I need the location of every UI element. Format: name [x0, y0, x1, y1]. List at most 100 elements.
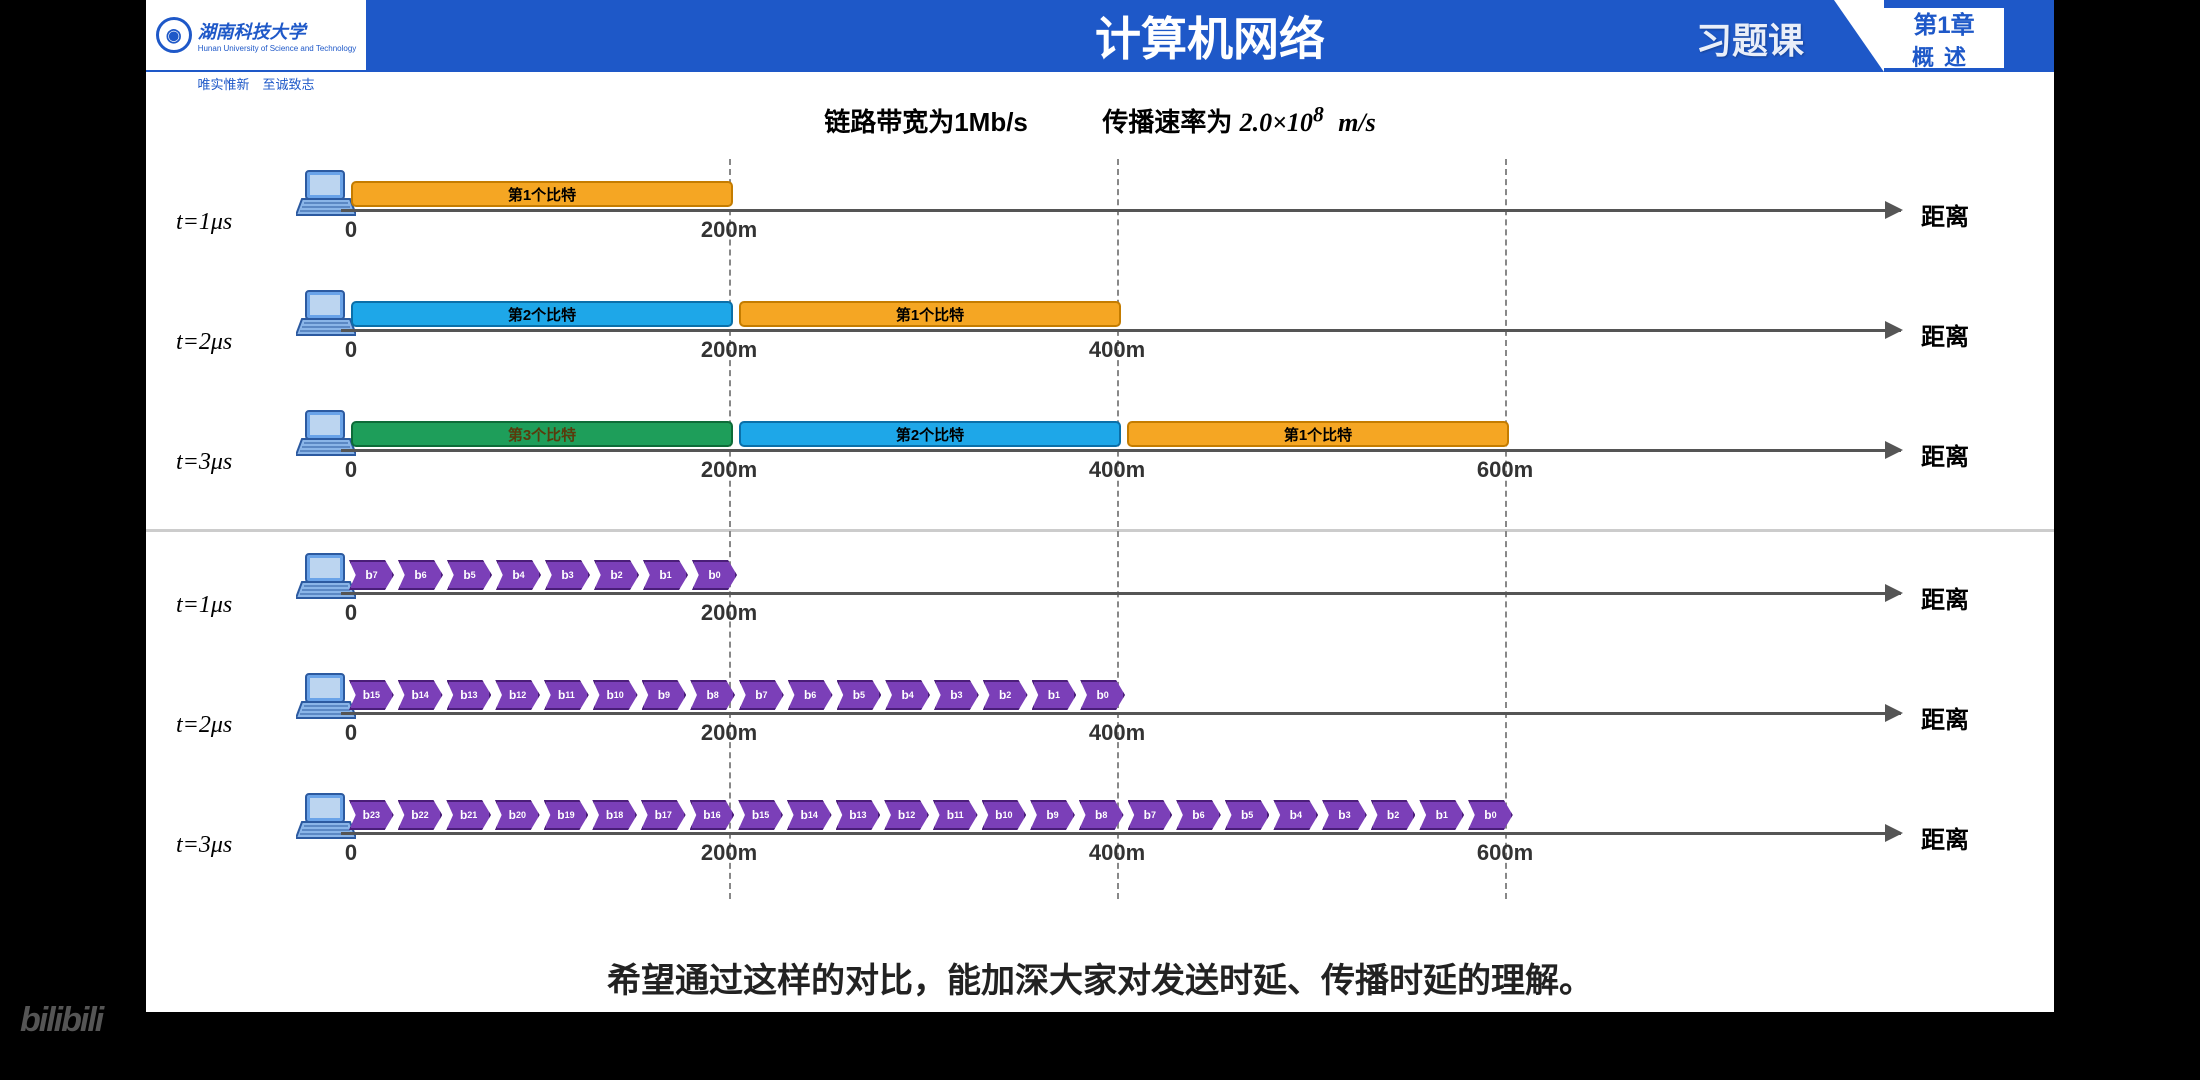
bit-hex: b13 — [836, 800, 881, 830]
timeline-row: t=3μs 距离0200m400m600m第3个比特第2个比特第1个比特 — [146, 399, 2054, 519]
bit-hex: b15 — [738, 800, 783, 830]
bit-hex: b11 — [544, 680, 589, 710]
bit-hex: b9 — [1030, 800, 1075, 830]
speed-value: 2.0×10 — [1240, 108, 1313, 137]
tick-label: 400m — [1089, 840, 1145, 866]
axis-end-label: 距离 — [1921, 317, 1969, 352]
header-bar: ◉ 湖南科技大学 Hunan University of Science and… — [146, 0, 2054, 72]
axis-end-label: 距离 — [1921, 580, 1969, 615]
bit-hex-row: b23b22b21b20b19b18b17b16b15b14b13b12b11b… — [349, 800, 1513, 830]
chapter-title: 概述 — [1912, 40, 1976, 72]
timeline-row: t=1μs 距离0200mb7b6b5b4b3b2b1b0 — [146, 542, 2054, 662]
time-label: t=1μs — [176, 592, 232, 619]
tick-label: 0 — [345, 337, 357, 363]
bit-hex: b23 — [349, 800, 394, 830]
timeline-row: t=2μs 距离0200m400mb15b14b13b12b11b10b9b8b… — [146, 662, 2054, 782]
bit-hex: b3 — [545, 560, 590, 590]
tick-label: 0 — [345, 720, 357, 746]
bit-bar: 第1个比特 — [1127, 421, 1509, 447]
bit-hex: b1 — [1032, 680, 1077, 710]
axis-end-label: 距离 — [1921, 197, 1969, 232]
laptop — [296, 792, 356, 847]
bit-hex: b8 — [690, 680, 735, 710]
bit-hex: b20 — [495, 800, 540, 830]
laptop — [296, 409, 356, 464]
bit-hex: b10 — [982, 800, 1027, 830]
bit-hex: b0 — [1468, 800, 1513, 830]
time-label: t=2μs — [176, 329, 232, 356]
time-label: t=3μs — [176, 449, 232, 476]
bit-hex: b0 — [692, 560, 737, 590]
bit-hex: b7 — [1128, 800, 1173, 830]
time-label: t=2μs — [176, 712, 232, 739]
bit-hex: b22 — [398, 800, 443, 830]
bit-hex: b21 — [446, 800, 491, 830]
bit-hex: b5 — [447, 560, 492, 590]
bit-hex: b6 — [398, 560, 443, 590]
header-wedge — [1834, 0, 1884, 72]
bit-hex: b3 — [934, 680, 979, 710]
bit-hex: b3 — [1322, 800, 1367, 830]
timeline-row: t=2μs 距离0200m400m第2个比特第1个比特 — [146, 279, 2054, 399]
tick-label: 400m — [1089, 337, 1145, 363]
motto: 唯实惟新 至诚致志 — [146, 72, 366, 95]
bit-bar: 第3个比特 — [351, 421, 733, 447]
bit-hex: b4 — [1273, 800, 1318, 830]
laptop — [296, 672, 356, 727]
parameters-line: 链路带宽为1Mb/s 传播速率为 2.0×108 m/s — [146, 102, 2054, 139]
distance-axis — [341, 209, 1901, 212]
bit-hex: b2 — [983, 680, 1028, 710]
tick-label: 200m — [701, 840, 757, 866]
bit-hex: b2 — [594, 560, 639, 590]
bit-hex: b10 — [593, 680, 638, 710]
bit-hex: b7 — [349, 560, 394, 590]
time-label: t=1μs — [176, 209, 232, 236]
laptop — [296, 289, 356, 344]
tick-label: 400m — [1089, 720, 1145, 746]
diagram-area: t=1μs 距离 0 200m 第1个比特 t=2μs 距离 0 200m 400m 第2个比特… — [146, 159, 2054, 902]
logo-icon: ◉ — [156, 17, 192, 53]
bit-hex: b5 — [1225, 800, 1270, 830]
university-name: 湖南科技大学 — [198, 18, 357, 44]
slide: ◉ 湖南科技大学 Hunan University of Science and… — [146, 0, 2054, 1012]
bit-bar: 第2个比特 — [351, 301, 733, 327]
timeline-row: t=3μs 距离0200m400m600mb23b22b21b20b19b18b… — [146, 782, 2054, 902]
tick-label: 0 — [345, 457, 357, 483]
university-name-en: Hunan University of Science and Technolo… — [198, 44, 357, 53]
distance-axis — [341, 712, 1901, 715]
bit-hex: b19 — [544, 800, 589, 830]
laptop — [296, 552, 356, 607]
bandwidth-text: 链路带宽为1Mb/s — [824, 107, 1028, 137]
bit-hex: b12 — [884, 800, 929, 830]
speed-prefix: 传播速率为 — [1102, 107, 1232, 137]
bit-hex: b14 — [398, 680, 443, 710]
tick-label: 200m — [701, 217, 757, 243]
bit-hex: b2 — [1371, 800, 1416, 830]
laptop — [296, 169, 356, 224]
axis-end-label: 距离 — [1921, 437, 1969, 472]
caption-subtitle: 希望通过这样的对比，能加深大家对发送时延、传播时延的理解。 — [146, 953, 2054, 1002]
speed-unit: m/s — [1338, 108, 1376, 137]
bit-bar: 第2个比特 — [739, 421, 1121, 447]
tick-label: 600m — [1477, 840, 1533, 866]
bit-hex: b11 — [933, 800, 978, 830]
bit-hex: b18 — [592, 800, 637, 830]
tick-label: 200m — [701, 600, 757, 626]
bit-hex: b12 — [495, 680, 540, 710]
distance-axis — [341, 329, 1901, 332]
bit-hex: b16 — [690, 800, 735, 830]
bilibili-watermark: bilibili — [20, 1001, 102, 1040]
tick-label: 600m — [1477, 457, 1533, 483]
bit-hex: b13 — [447, 680, 492, 710]
bit-hex: b0 — [1080, 680, 1125, 710]
axis-end-label: 距离 — [1921, 700, 1969, 735]
tick-label: 200m — [701, 337, 757, 363]
tick-label: 0 — [345, 600, 357, 626]
bit-hex: b4 — [496, 560, 541, 590]
bit-hex: b4 — [885, 680, 930, 710]
distance-axis — [341, 592, 1901, 595]
speed-exp: 8 — [1313, 102, 1324, 126]
bit-hex: b14 — [787, 800, 832, 830]
bit-hex: b5 — [837, 680, 882, 710]
bit-hex: b15 — [349, 680, 394, 710]
